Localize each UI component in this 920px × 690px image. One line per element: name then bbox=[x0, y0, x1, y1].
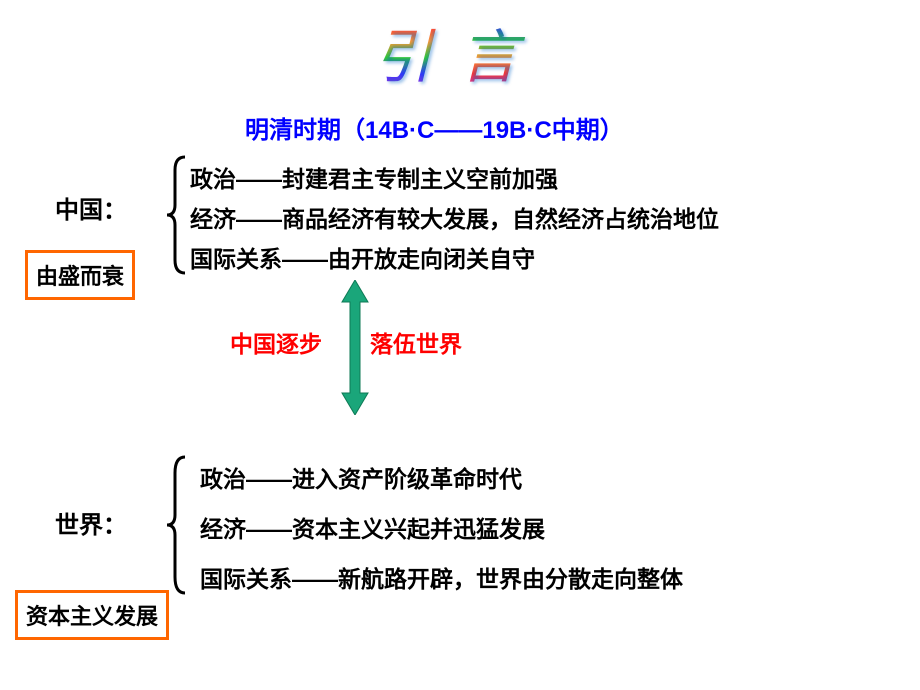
china-item-2: 经济——商品经济有较大发展，自然经济占统治地位 bbox=[190, 200, 719, 234]
title-char-2: 言 bbox=[460, 25, 546, 90]
china-item-3: 国际关系——由开放走向闭关自守 bbox=[190, 240, 535, 274]
china-label: 中国： bbox=[55, 190, 127, 225]
china-brace bbox=[165, 155, 185, 275]
page-title: 引言 bbox=[0, 0, 920, 90]
world-label: 世界： bbox=[55, 505, 127, 540]
title-char-1: 引 bbox=[374, 25, 460, 90]
world-item-3: 国际关系——新航路开辟，世界由分散走向整体 bbox=[200, 560, 683, 594]
china-box: 由盛而衰 bbox=[25, 250, 135, 300]
middle-text-right: 落伍世界 bbox=[370, 325, 462, 359]
middle-text-left: 中国逐步 bbox=[230, 325, 322, 359]
world-item-1: 政治——进入资产阶级革命时代 bbox=[200, 460, 522, 494]
china-item-1: 政治——封建君主专制主义空前加强 bbox=[190, 160, 558, 194]
subtitle: 明清时期（14B·C——19B·C中期） bbox=[245, 110, 624, 145]
world-box: 资本主义发展 bbox=[15, 590, 169, 640]
double-arrow-icon bbox=[340, 280, 370, 420]
world-brace bbox=[165, 455, 185, 595]
world-item-2: 经济——资本主义兴起并迅猛发展 bbox=[200, 510, 545, 544]
